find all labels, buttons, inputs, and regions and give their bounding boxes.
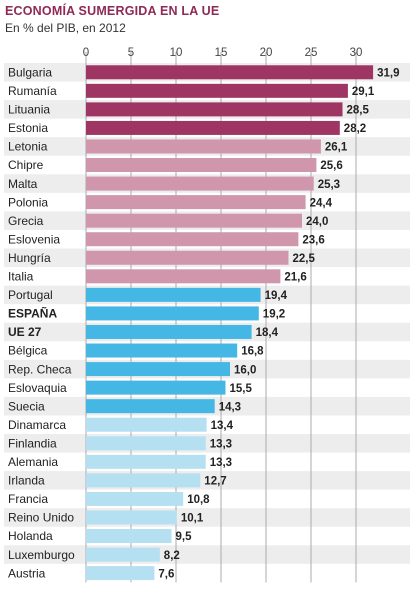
value-label: 19,2 bbox=[263, 309, 285, 321]
category-label: Rep. Checa bbox=[8, 362, 72, 376]
category-label: UE 27 bbox=[8, 325, 42, 339]
value-label: 22,5 bbox=[293, 253, 316, 265]
x-axis-ticks: 0 5 10 15 20 25 30 bbox=[83, 47, 363, 59]
value-label: 26,1 bbox=[325, 142, 348, 154]
value-label: 7,6 bbox=[158, 568, 174, 580]
category-label: Bélgica bbox=[8, 344, 48, 358]
category-label: Reino Unido bbox=[8, 511, 74, 525]
category-label: Lituania bbox=[8, 103, 50, 117]
bar bbox=[86, 139, 321, 154]
x-tick-label: 15 bbox=[215, 47, 228, 59]
value-label: 28,5 bbox=[347, 105, 370, 117]
bar bbox=[86, 362, 230, 377]
x-tick-label: 30 bbox=[350, 47, 363, 59]
value-label: 24,0 bbox=[306, 216, 328, 228]
value-label: 13,4 bbox=[211, 420, 234, 432]
category-label: ESPAÑA bbox=[8, 306, 57, 321]
value-label: 8,2 bbox=[164, 550, 180, 562]
bar bbox=[86, 343, 238, 358]
category-label: Eslovenia bbox=[8, 232, 60, 246]
chart-subtitle: En % del PIB, en 2012 bbox=[5, 21, 126, 35]
category-label: Holanda bbox=[8, 529, 53, 543]
category-label: Irlanda bbox=[8, 474, 45, 488]
category-label: Luxemburgo bbox=[8, 548, 75, 562]
value-label: 18,4 bbox=[256, 327, 279, 339]
row-stripe bbox=[4, 434, 410, 453]
x-tick-label: 25 bbox=[305, 47, 318, 59]
bar bbox=[86, 510, 177, 525]
value-label: 29,1 bbox=[352, 86, 375, 98]
value-label: 25,6 bbox=[320, 160, 342, 172]
value-label: 10,1 bbox=[181, 513, 204, 525]
bar bbox=[86, 250, 289, 265]
category-label: Eslovaquia bbox=[8, 381, 67, 395]
bar bbox=[86, 306, 259, 321]
bar bbox=[86, 269, 281, 284]
bar bbox=[86, 102, 343, 117]
x-tick-label: 0 bbox=[83, 47, 89, 59]
value-label: 12,7 bbox=[204, 476, 226, 488]
x-tick-label: 10 bbox=[170, 47, 183, 59]
value-label: 15,5 bbox=[230, 383, 253, 395]
category-label: Hungría bbox=[8, 251, 51, 265]
value-label: 31,9 bbox=[377, 67, 399, 79]
value-labels: 31,929,1 28,5 28,2 26,1 25,6 25,3 24,4 24,0 23,6… bbox=[158, 67, 399, 580]
category-label: Portugal bbox=[8, 288, 53, 302]
bar bbox=[86, 195, 306, 210]
category-label: Austria bbox=[8, 566, 46, 580]
x-tick-label: 5 bbox=[128, 47, 134, 59]
value-label: 13,3 bbox=[210, 438, 232, 450]
category-label: Grecia bbox=[8, 214, 44, 228]
bar bbox=[86, 529, 172, 544]
category-label: Rumanía bbox=[8, 84, 57, 98]
bar bbox=[86, 417, 207, 432]
bar bbox=[86, 454, 206, 469]
category-label: Malta bbox=[8, 177, 38, 191]
bar bbox=[86, 473, 201, 488]
category-label: Letonia bbox=[8, 140, 48, 154]
bars bbox=[86, 65, 374, 581]
chart-title: ECONOMÍA SUMERGIDA EN LA UE bbox=[5, 4, 220, 18]
bar bbox=[86, 324, 252, 339]
bar bbox=[86, 158, 317, 173]
category-label: Chipre bbox=[8, 158, 44, 172]
bar bbox=[86, 491, 184, 506]
bar bbox=[86, 83, 348, 98]
bar bbox=[86, 436, 206, 451]
x-tick-label: 20 bbox=[260, 47, 273, 59]
category-label: Italia bbox=[8, 270, 34, 284]
value-label: 25,3 bbox=[318, 179, 340, 191]
value-label: 13,3 bbox=[210, 457, 232, 469]
value-label: 14,3 bbox=[219, 401, 241, 413]
bar bbox=[86, 65, 374, 80]
category-label: Alemania bbox=[8, 455, 58, 469]
category-label: Estonia bbox=[8, 121, 48, 135]
category-label: Dinamarca bbox=[8, 418, 66, 432]
bar bbox=[86, 287, 261, 302]
bar bbox=[86, 380, 226, 395]
bar bbox=[86, 566, 155, 581]
category-label: Francia bbox=[8, 492, 48, 506]
category-labels: Bulgaria Rumanía Lituania Estonia Letonia Chi… bbox=[8, 65, 75, 580]
value-label: 19,4 bbox=[265, 290, 288, 302]
bar bbox=[86, 213, 302, 228]
value-label: 23,6 bbox=[302, 234, 324, 246]
bar bbox=[86, 547, 160, 562]
category-label: Finlandia bbox=[8, 436, 57, 450]
bar bbox=[86, 176, 314, 191]
value-label: 10,8 bbox=[187, 494, 210, 506]
value-label: 21,6 bbox=[284, 272, 306, 284]
value-label: 28,2 bbox=[344, 123, 366, 135]
value-label: 16,0 bbox=[234, 364, 256, 376]
bar bbox=[86, 120, 340, 135]
bar bbox=[86, 399, 215, 414]
value-label: 9,5 bbox=[176, 531, 193, 543]
bar bbox=[86, 232, 299, 247]
category-label: Suecia bbox=[8, 399, 45, 413]
category-label: Bulgaria bbox=[8, 65, 52, 79]
category-label: Polonia bbox=[8, 195, 48, 209]
value-label: 16,8 bbox=[241, 346, 264, 358]
value-label: 24,4 bbox=[310, 197, 333, 209]
